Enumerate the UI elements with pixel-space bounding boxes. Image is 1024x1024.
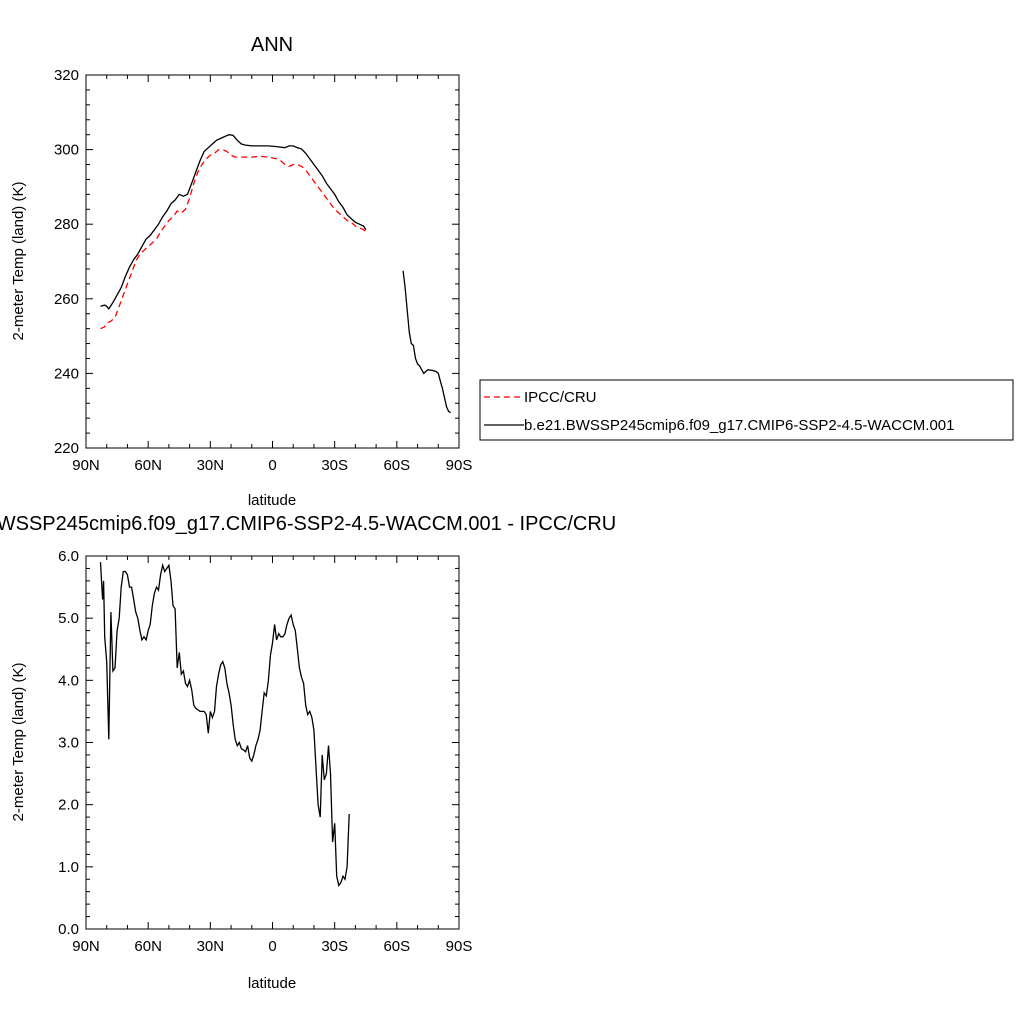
y-tick-label: 5.0 (58, 610, 79, 627)
series-line-ipcc-cru (100, 148, 367, 330)
x-tick-label: 90S (446, 938, 473, 955)
bottom-x-axis-label: latitude (248, 975, 296, 992)
top-y-axis-label: 2-meter Temp (land) (K) (10, 182, 27, 341)
x-tick-label: 0 (268, 457, 276, 474)
x-tick-label: 30N (197, 938, 225, 955)
y-tick-label: 220 (54, 440, 79, 457)
x-tick-label: 30N (197, 457, 225, 474)
x-tick-label: 30S (321, 938, 348, 955)
legend: IPCC/CRU b.e21.BWSSP245cmip6.f09_g17.CMI… (479, 379, 1014, 441)
y-tick-label: 2.0 (58, 797, 79, 814)
top-chart-panel: ANN 90N 60N 30N 0 30S 60S 90S 220 240 260 280 300 3… (10, 34, 472, 509)
y-tick-label: 0.0 (58, 921, 79, 938)
x-tick-label: 60S (383, 457, 410, 474)
y-tick-label: 6.0 (58, 548, 79, 565)
y-tick-label: 3.0 (58, 735, 79, 752)
x-tick-label: 60N (134, 457, 162, 474)
legend-label-ipcc-cru: IPCC/CRU (524, 389, 597, 406)
y-tick-label: 240 (54, 365, 79, 382)
x-tick-label: 30S (321, 457, 348, 474)
x-tick-label: 90N (72, 457, 100, 474)
bottom-chart-panel: b.e21.BWSSP245cmip6.f09_g17.CMIP6-SSP2-4… (0, 513, 616, 992)
x-tick-label: 60S (383, 938, 410, 955)
y-tick-label: 1.0 (58, 859, 79, 876)
bottom-plot-frame (85, 555, 460, 930)
bottom-y-axis-label: 2-meter Temp (land) (K) (10, 663, 27, 822)
x-tick-label: 0 (268, 938, 276, 955)
y-tick-label: 300 (54, 142, 79, 159)
x-tick-label: 90N (72, 938, 100, 955)
x-tick-label: 60N (134, 938, 162, 955)
series-line-difference (99, 562, 350, 888)
legend-box (479, 379, 1014, 441)
y-tick-label: 4.0 (58, 672, 79, 689)
series-line-b-e21-bwssp245cmip6-f09-g17-cmip6-ssp2-4-5-waccm-001 (100, 134, 452, 414)
top-x-axis-label: latitude (248, 492, 296, 509)
legend-label-model: b.e21.BWSSP245cmip6.f09_g17.CMIP6-SSP2-4… (524, 417, 954, 434)
x-tick-label: 90S (446, 457, 473, 474)
top-plot-frame (85, 74, 460, 449)
y-tick-label: 260 (54, 291, 79, 308)
y-tick-label: 320 (54, 67, 79, 84)
top-chart-title: ANN (251, 34, 293, 56)
y-tick-label: 280 (54, 216, 79, 233)
bottom-chart-title: b.e21.BWSSP245cmip6.f09_g17.CMIP6-SSP2-4… (0, 513, 616, 535)
